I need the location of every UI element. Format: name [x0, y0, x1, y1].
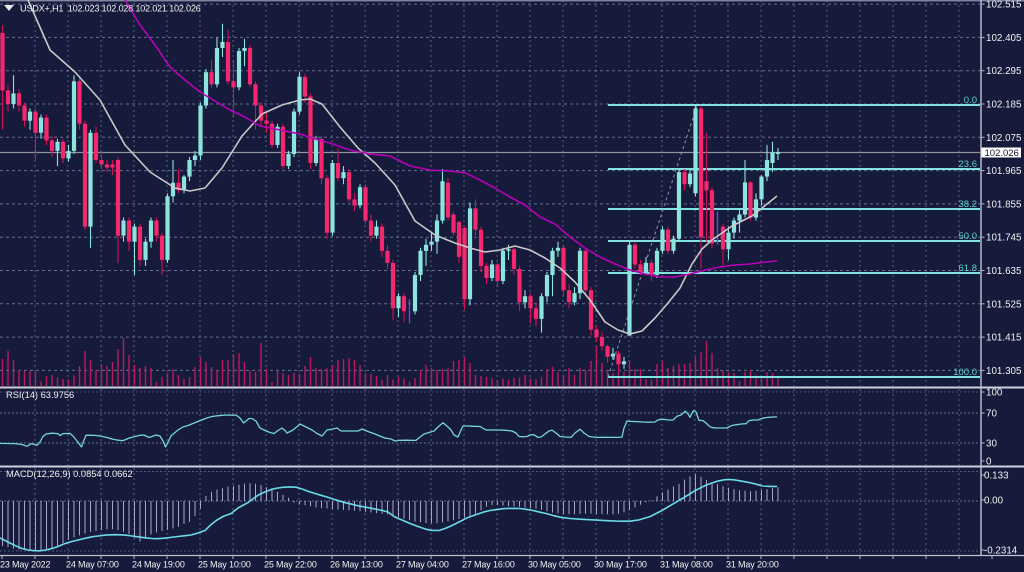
svg-text:101.635: 101.635	[986, 266, 1022, 277]
svg-text:27 May 04:00: 27 May 04:00	[396, 560, 449, 570]
svg-text:101.305: 101.305	[986, 366, 1022, 377]
svg-text:102.185: 102.185	[986, 100, 1022, 111]
svg-text:102.295: 102.295	[986, 66, 1022, 77]
svg-text:24 May 19:00: 24 May 19:00	[132, 560, 185, 570]
svg-text:30 May 17:00: 30 May 17:00	[594, 560, 647, 570]
svg-text:27 May 16:00: 27 May 16:00	[462, 560, 515, 570]
svg-text:0.00: 0.00	[984, 496, 1004, 507]
svg-text:101.525: 101.525	[986, 299, 1022, 310]
svg-text:0: 0	[986, 457, 992, 468]
svg-text:102.515: 102.515	[986, 0, 1022, 11]
svg-text:25 May 22:00: 25 May 22:00	[264, 560, 317, 570]
svg-text:61.8: 61.8	[959, 263, 978, 274]
svg-text:-0.2314: -0.2314	[984, 546, 1018, 557]
svg-text:25 May 10:00: 25 May 10:00	[198, 560, 251, 570]
svg-text:70: 70	[986, 409, 997, 420]
svg-text:101.965: 101.965	[986, 166, 1022, 177]
svg-text:30 May 05:00: 30 May 05:00	[528, 560, 581, 570]
svg-text:0.133: 0.133	[984, 471, 1009, 482]
svg-text:31 May 20:00: 31 May 20:00	[726, 560, 779, 570]
svg-text:100: 100	[986, 388, 1003, 399]
svg-text:50.0: 50.0	[959, 231, 978, 242]
svg-text:100.0: 100.0	[953, 367, 977, 378]
svg-text:RSI(14) 63.9756: RSI(14) 63.9756	[6, 390, 74, 400]
svg-text:102.405: 102.405	[986, 33, 1022, 44]
svg-text:101.745: 101.745	[986, 233, 1022, 244]
svg-text:MACD(12,26,9) 0.0854 0.0662: MACD(12,26,9) 0.0854 0.0662	[6, 469, 133, 479]
svg-text:38.2: 38.2	[959, 199, 978, 210]
svg-text:26 May 13:00: 26 May 13:00	[330, 560, 383, 570]
svg-text:31 May 08:00: 31 May 08:00	[660, 560, 713, 570]
svg-text:102.075: 102.075	[986, 133, 1022, 144]
svg-text:24 May 07:00: 24 May 07:00	[66, 560, 119, 570]
svg-text:30: 30	[986, 439, 997, 450]
svg-text:0.0: 0.0	[964, 95, 977, 106]
svg-text:101.855: 101.855	[986, 199, 1022, 210]
svg-text:102.026: 102.026	[985, 148, 1019, 159]
svg-text:23 May 2022: 23 May 2022	[0, 560, 51, 570]
svg-text:101.415: 101.415	[986, 333, 1022, 344]
svg-text:23.6: 23.6	[959, 159, 978, 170]
svg-text:USDX+,H1 102.023 102.028 102.: USDX+,H1 102.023 102.028 102.021 102.026	[20, 4, 201, 14]
